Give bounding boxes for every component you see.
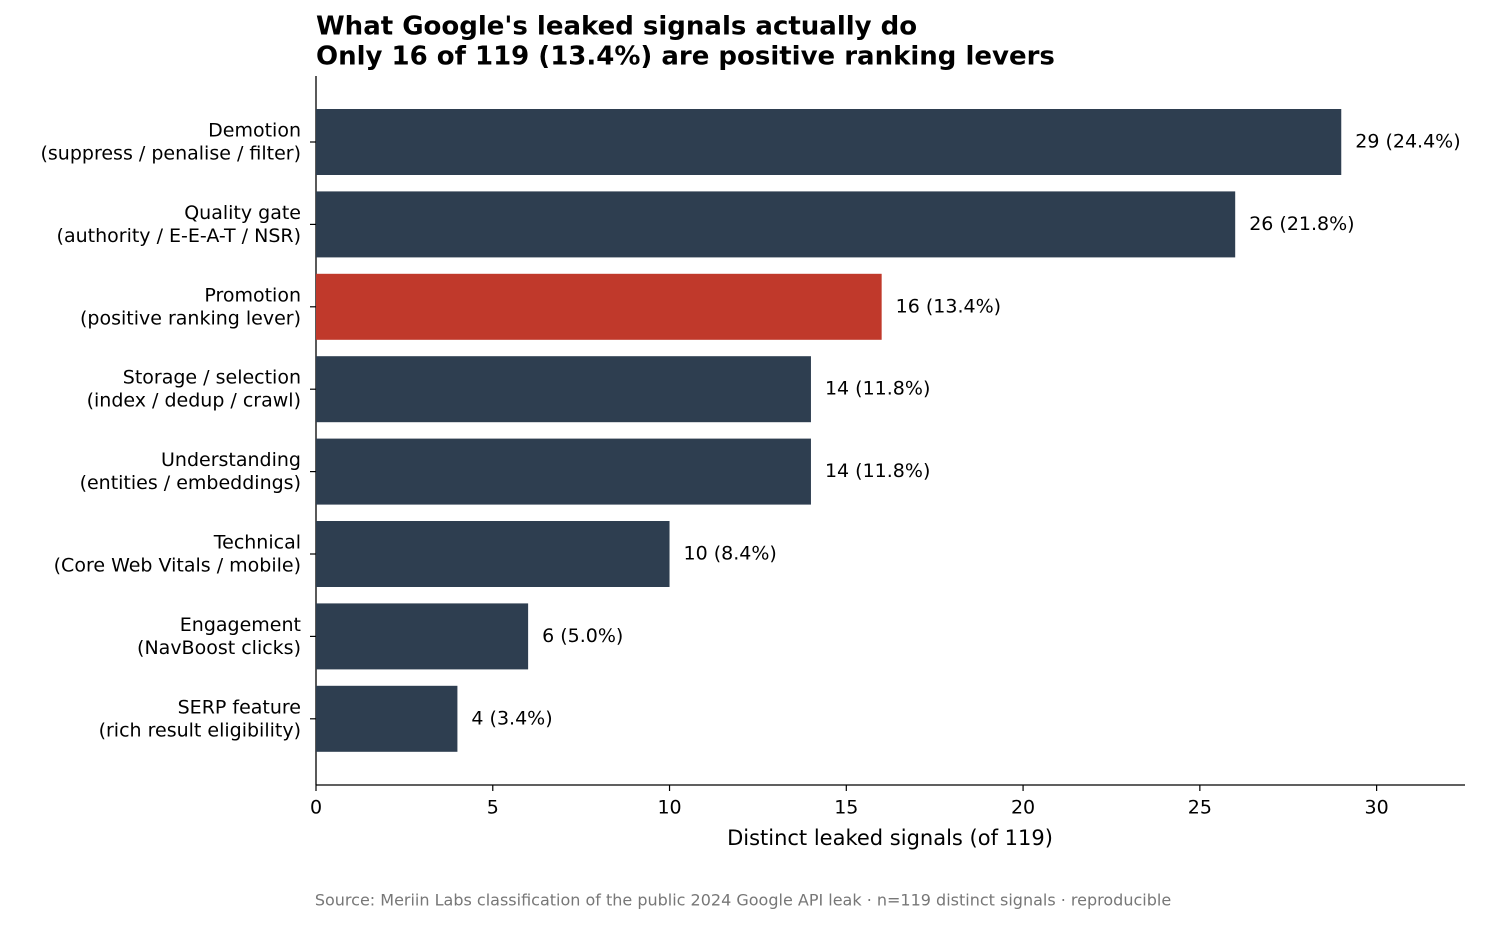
- x-tick-label: 5: [487, 797, 499, 819]
- y-tick-label-line: (authority / E-E-A-T / NSR): [57, 224, 301, 246]
- chart-title: What Google's leaked signals actually do: [316, 12, 917, 42]
- chart-subtitle: Only 16 of 119 (13.4%) are positive rank…: [316, 42, 1055, 72]
- y-tick-label-line: Engagement: [180, 613, 301, 635]
- y-tick-label-line: Promotion: [204, 284, 301, 306]
- y-tick-label: Storage / selection (index / dedup / craw…: [87, 366, 301, 411]
- value-label: 4 (3.4%): [471, 707, 552, 729]
- y-tick-label: Quality gate (authority / E-E-A-T / NSR): [57, 201, 301, 246]
- y-tick-label: Engagement (NavBoost clicks): [137, 613, 301, 658]
- y-tick-label: Technical (Core Web Vitals / mobile): [54, 531, 301, 576]
- value-label: 29 (24.4%): [1355, 131, 1460, 153]
- bar: [316, 191, 1236, 258]
- y-tick-label-line: Quality gate: [184, 201, 301, 223]
- source-note: Source: Meriin Labs classification of th…: [315, 891, 1171, 910]
- y-tick-label: SERP feature (rich result eligibility): [99, 696, 301, 741]
- y-tick-label-line: (positive ranking lever): [80, 307, 301, 329]
- y-tick-label-line: (index / dedup / crawl): [87, 389, 301, 411]
- y-tick-label-line: Technical: [213, 531, 301, 553]
- y-tick-label-line: (suppress / penalise / filter): [40, 142, 301, 164]
- y-tick-label-line: Understanding: [161, 449, 301, 471]
- y-tick-label-line: (NavBoost clicks): [137, 636, 301, 658]
- y-tick-label-line: (Core Web Vitals / mobile): [54, 554, 301, 576]
- x-tick-label: 25: [1188, 797, 1212, 819]
- y-tick-label: Understanding (entities / embeddings): [80, 449, 301, 494]
- value-label: 26 (21.8%): [1249, 213, 1354, 235]
- y-tick-label: Demotion (suppress / penalise / filter): [40, 119, 301, 164]
- value-label: 14 (11.8%): [825, 378, 930, 400]
- bar: [316, 438, 811, 505]
- y-tick-label-line: Demotion: [208, 119, 301, 141]
- y-tick-label: Promotion (positive ranking lever): [80, 284, 301, 329]
- y-tick-label-line: (rich result eligibility): [99, 719, 301, 741]
- bar: [316, 685, 458, 752]
- y-tick-label-line: Storage / selection: [123, 366, 301, 388]
- value-label: 6 (5.0%): [542, 625, 623, 647]
- x-tick-label: 0: [310, 797, 322, 819]
- bar: [316, 521, 670, 587]
- y-tick-label-line: SERP feature: [178, 696, 301, 718]
- value-label: 16 (13.4%): [896, 295, 1001, 317]
- bar: [316, 109, 1342, 175]
- bar: [316, 603, 529, 670]
- x-axis-label: Distinct leaked signals (of 119): [727, 826, 1053, 850]
- value-label: 10 (8.4%): [684, 543, 777, 565]
- x-tick-label: 20: [1011, 797, 1035, 819]
- bar: [316, 356, 811, 423]
- x-tick-label: 15: [834, 797, 858, 819]
- x-tick-label: 10: [657, 797, 681, 819]
- value-label: 14 (11.8%): [825, 460, 930, 482]
- x-tick-label: 30: [1365, 797, 1389, 819]
- bar: [316, 273, 882, 340]
- y-tick-label-line: (entities / embeddings): [80, 472, 301, 494]
